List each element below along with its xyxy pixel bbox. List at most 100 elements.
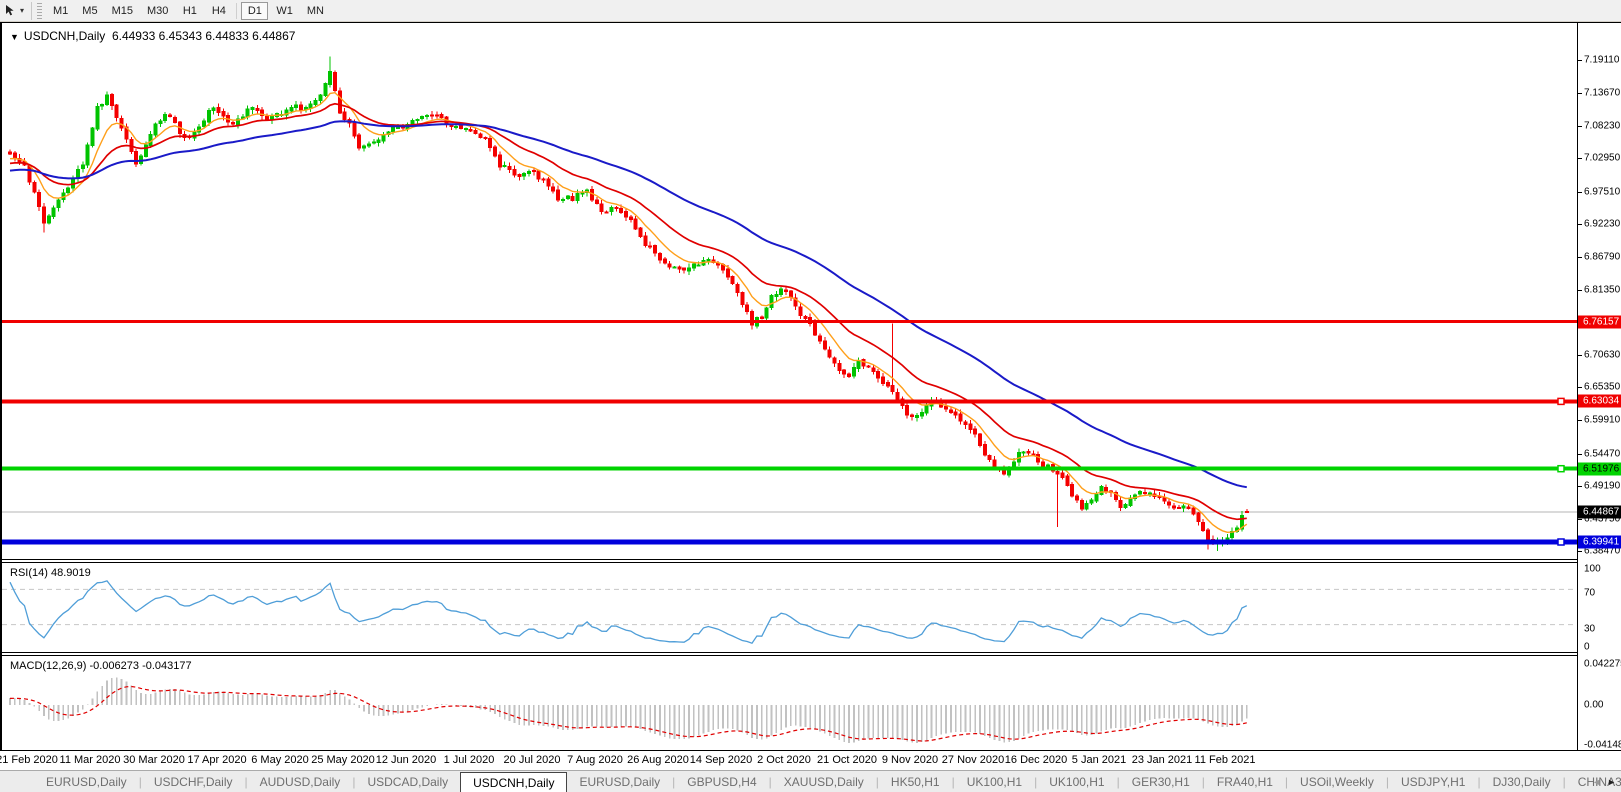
chart-tab-usdcad-daily[interactable]: USDCAD,Daily [367, 774, 449, 789]
level-price-badge: 6.76157 [1578, 315, 1621, 329]
price-tick-label: 6.54470 [1584, 448, 1621, 460]
timeframe-button-MN[interactable]: MN [306, 4, 324, 17]
chart-tab-uk100-h1[interactable]: UK100,H1 [966, 774, 1023, 789]
timeframe-button-M30[interactable]: M30 [146, 4, 169, 17]
date-axis-label: 5 Jan 2021 [1071, 754, 1127, 766]
rsi-label: RSI(14) 48.9019 [10, 567, 91, 579]
tab-scroll-right-icon[interactable]: ► [1607, 777, 1616, 787]
tab-separator: | [672, 774, 676, 789]
timeframe-button-H4[interactable]: H4 [211, 4, 226, 17]
level-price-badge: 6.51976 [1578, 462, 1621, 476]
pane-separator[interactable] [2, 652, 1577, 656]
date-axis[interactable]: 21 Feb 2020 11 Mar 2020 30 Mar 2020 17 Apr … [0, 750, 1621, 770]
price-tick [1578, 93, 1582, 94]
timeframe-button-H1[interactable]: H1 [182, 4, 197, 17]
symbol-dropdown-icon[interactable]: ▼ [10, 32, 19, 42]
tab-separator: | [951, 774, 955, 789]
chart-tab-fra40-h1[interactable]: FRA40,H1 [1216, 774, 1273, 789]
pane-separator[interactable] [2, 559, 1577, 563]
chart-tab-usdjpy-h1[interactable]: USDJPY,H1 [1400, 774, 1466, 789]
date-axis-label: 6 May 2020 [251, 754, 309, 766]
tab-separator: | [1385, 774, 1389, 789]
rsi-axis-label: 30 [1584, 623, 1596, 635]
tab-separator: | [1477, 774, 1481, 789]
date-axis-label: 27 Nov 2020 [941, 754, 1005, 766]
chart-tab-dj30-daily[interactable]: DJ30,Daily [1492, 774, 1551, 789]
macd-axis-label: 0.042275 [1584, 658, 1621, 670]
date-axis-label: 25 May 2020 [311, 754, 375, 766]
rsi-axis-label: 0 [1584, 641, 1590, 653]
chart-tab-china300-h1[interactable]: CHINA300,H1 [1577, 774, 1621, 789]
price-chart-pane[interactable]: ▼ USDCNH,Daily 6.44933 6.45343 6.44833 6.… [2, 23, 1577, 559]
rsi-pane[interactable]: RSI(14) 48.9019 [2, 563, 1577, 652]
chart-tab-ger30-h1[interactable]: GER30,H1 [1131, 774, 1190, 789]
tab-separator: | [138, 774, 142, 789]
price-tick [1578, 290, 1582, 291]
chart-tab-hk50-h1[interactable]: HK50,H1 [890, 774, 940, 789]
price-tick-label: 6.59910 [1584, 414, 1621, 426]
cursor-dropdown-caret-icon[interactable]: ▾ [20, 6, 25, 15]
timeframe-button-M15[interactable]: M15 [111, 4, 133, 17]
price-axis[interactable]: 7.19110 7.13670 7.08230 7.02950 6.97510 6.922… [1577, 23, 1621, 751]
price-tick [1578, 257, 1582, 258]
date-axis-label: 17 Apr 2020 [187, 754, 247, 766]
macd-axis-label: 0.00 [1584, 699, 1604, 711]
chart-tab-gbpusd-h4[interactable]: GBPUSD,H4 [687, 774, 757, 789]
date-axis-label: 9 Nov 2020 [881, 754, 939, 766]
date-axis-label: 7 Aug 2020 [567, 754, 623, 766]
date-axis-label: 23 Jan 2021 [1131, 754, 1193, 766]
chart-tab-usoil-weekly[interactable]: USOil,Weekly [1300, 774, 1374, 789]
timeframe-button-W1[interactable]: W1 [276, 4, 293, 17]
chart-window: ▼ USDCNH,Daily 6.44933 6.45343 6.44833 6.… [0, 22, 1621, 751]
chart-tab-eurusd-daily[interactable]: EURUSD,Daily [46, 774, 127, 789]
chart-tab-audusd-daily[interactable]: AUDUSD,Daily [259, 774, 341, 789]
date-axis-label: 26 Aug 2020 [627, 754, 689, 766]
tab-scroll-left-icon[interactable]: ◄ [1592, 777, 1602, 787]
level-price-badge: 6.39941 [1578, 535, 1621, 549]
chart-title: ▼ USDCNH,Daily 6.44933 6.45343 6.44833 6.… [10, 29, 295, 43]
price-tick [1578, 454, 1582, 455]
macd-label: MACD(12,26,9) -0.006273 -0.043177 [10, 660, 192, 672]
chart-cursor-icon[interactable] [4, 4, 17, 17]
chart-tab-xauusd-daily[interactable]: XAUUSD,Daily [783, 774, 864, 789]
chart-tab-usdcnh-daily[interactable]: USDCNH,Daily [460, 772, 568, 792]
price-tick-label: 6.49190 [1584, 480, 1621, 492]
price-tick-label: 7.08230 [1584, 120, 1621, 132]
date-axis-label: 16 Dec 2020 [1004, 754, 1068, 766]
price-tick [1578, 519, 1582, 520]
level-price-badge: 6.63034 [1578, 394, 1621, 408]
date-axis-label: 11 Mar 2020 [59, 754, 121, 766]
timeframe-button-M5[interactable]: M5 [82, 4, 98, 17]
price-tick [1578, 387, 1582, 388]
chart-tab-eurusd-daily[interactable]: EURUSD,Daily [579, 774, 661, 789]
price-tick [1578, 486, 1582, 487]
rsi-plot[interactable] [2, 563, 1577, 652]
tab-separator: | [1284, 774, 1289, 789]
date-axis-label: 2 Oct 2020 [757, 754, 811, 766]
price-tick [1578, 192, 1582, 193]
price-tick [1578, 551, 1582, 552]
timeframe-button-M1[interactable]: M1 [53, 4, 69, 17]
macd-plot[interactable] [2, 656, 1577, 751]
price-tick [1578, 420, 1582, 421]
price-tick-label: 6.92230 [1584, 218, 1621, 230]
candlestick-chart[interactable] [2, 23, 1577, 559]
macd-pane[interactable]: MACD(12,26,9) -0.006273 -0.043177 [2, 656, 1577, 751]
toolbar-drag-grip[interactable] [37, 2, 43, 19]
timeframe-button-D1[interactable]: D1 [241, 1, 269, 20]
price-tick-label: 6.43750 [1584, 513, 1621, 525]
chart-tab-uk100-h1[interactable]: UK100,H1 [1049, 774, 1105, 789]
tab-separator: | [244, 774, 248, 789]
chart-tab-usdchf-daily[interactable]: USDCHF,Daily [153, 774, 233, 789]
date-axis-label: 14 Sep 2020 [689, 754, 753, 766]
tab-separator: | [875, 774, 879, 789]
date-axis-label: 20 Jul 2020 [503, 754, 561, 766]
toolbar-separator [31, 1, 33, 20]
macd-axis-label: -0.04148 [1584, 739, 1621, 751]
date-axis-label: 11 Feb 2021 [1194, 754, 1256, 766]
price-tick-label: 6.38470 [1584, 545, 1621, 557]
chart-symbol-period: USDCNH,Daily [23, 29, 106, 43]
current-price-badge: 6.44867 [1578, 505, 1621, 519]
date-axis-label: 1 Jul 2020 [443, 754, 495, 766]
